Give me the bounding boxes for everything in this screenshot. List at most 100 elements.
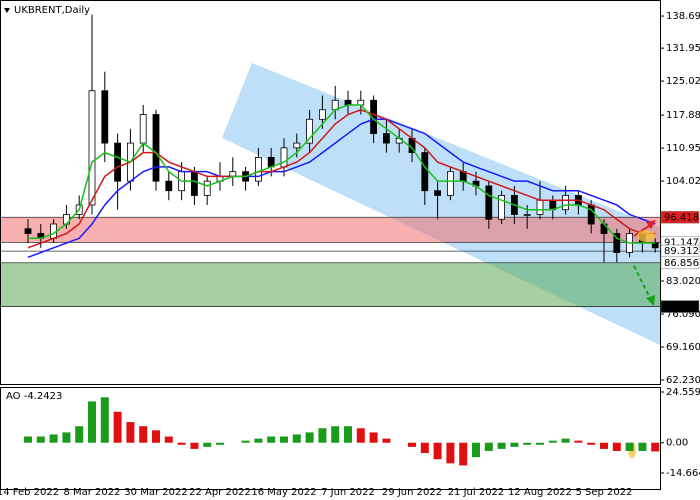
ao-bar <box>139 426 148 443</box>
ao-bar <box>88 401 96 443</box>
ao-bar <box>484 442 493 451</box>
ao-bar <box>100 397 109 443</box>
indicator-title: AO -4.2423 <box>6 391 62 402</box>
x-tick-label: 12 Aug 2022 <box>508 487 572 498</box>
candle-body <box>523 214 531 216</box>
candle-body <box>434 190 442 196</box>
level-label: 91.147 <box>664 237 699 248</box>
moving-average <box>27 108 656 249</box>
price-panel <box>0 0 661 385</box>
ao-bar <box>152 430 160 443</box>
y-tick-label: 0.00 <box>666 438 688 449</box>
ao-bar <box>612 442 621 451</box>
ao-bar <box>651 442 660 452</box>
x-tick-label: 16 May 2022 <box>251 487 316 498</box>
ao-bar <box>241 440 250 443</box>
ao-bar <box>177 442 186 445</box>
ao-bar <box>536 442 544 445</box>
ao-bar <box>420 442 429 454</box>
ao-bar <box>267 436 276 443</box>
y-tick-label: 76.090 <box>666 309 700 320</box>
ao-bar <box>331 426 340 443</box>
ao-bar <box>510 442 519 447</box>
ao-bar <box>75 426 84 443</box>
y-tick-label: 24.559 <box>666 387 700 398</box>
y-tick-label: 117.880 <box>666 110 700 121</box>
ao-bar <box>382 438 391 443</box>
y-tick-label: 62.230 <box>666 375 700 386</box>
level-label: 77.661 <box>664 302 699 313</box>
ao-bar <box>292 434 301 443</box>
candle-body <box>536 199 544 215</box>
candle-body <box>203 180 211 196</box>
level-label-box <box>660 211 700 224</box>
x-tick-label: 29 Jun 2022 <box>382 487 442 498</box>
y-tick-label: 138.690 <box>666 11 700 22</box>
candle-body <box>587 204 595 225</box>
ao-bar <box>446 442 455 464</box>
candle-body <box>114 142 121 182</box>
ao-bar <box>356 428 365 443</box>
candle-body <box>190 171 198 196</box>
down-arrow-head <box>646 295 655 306</box>
candle-body <box>24 228 32 234</box>
support-zone <box>1 262 660 307</box>
x-tick-label: 21 Jul 2022 <box>448 487 505 498</box>
candle-body <box>152 114 160 182</box>
candle-body <box>293 142 301 149</box>
ao-bar <box>574 440 583 443</box>
ao-bar <box>548 440 557 443</box>
ao-bar <box>113 411 122 443</box>
candle-body <box>613 233 621 253</box>
y-tick-label: 83.020 <box>666 276 700 287</box>
level-label: 86.856 <box>664 258 699 269</box>
ao-bar <box>318 428 327 443</box>
ao-bar <box>408 442 416 447</box>
y-tick-label: 104.020 <box>666 176 700 187</box>
chart-title: UKBRENT,Daily <box>14 5 90 16</box>
menu-triangle <box>4 8 10 13</box>
x-tick-label: 7 Jun 2022 <box>321 487 375 498</box>
y-tick-label: 131.950 <box>666 43 700 54</box>
ao-bar <box>472 442 480 458</box>
ao-bar <box>305 432 314 443</box>
x-tick-label: 22 Apr 2022 <box>189 487 251 498</box>
candle-body <box>318 109 326 120</box>
y-tick-label: -14.664 <box>666 468 700 479</box>
ao-bar <box>625 442 634 451</box>
candle-body <box>88 90 96 206</box>
ao-bar <box>344 426 352 443</box>
candle-body <box>498 195 506 220</box>
ao-bar <box>254 438 263 443</box>
ao-bar <box>49 434 58 443</box>
candle-body <box>562 195 569 211</box>
ao-bar <box>126 422 135 443</box>
y-tick-label: 110.950 <box>666 143 700 154</box>
ao-bar <box>600 442 608 449</box>
candle-body <box>139 114 147 144</box>
level-label-box <box>660 256 700 270</box>
ao-bar <box>523 442 532 445</box>
ao-bar <box>24 436 32 443</box>
candle-body <box>165 180 173 192</box>
x-tick-label: 5 Sep 2022 <box>575 487 632 498</box>
ao-bar <box>497 442 506 449</box>
candle-body <box>485 185 493 220</box>
ao-bar <box>587 442 596 445</box>
y-tick-label: 69.160 <box>666 342 700 353</box>
ao-bar <box>216 442 224 445</box>
down-arrow <box>633 265 652 301</box>
ao-bar <box>459 442 468 466</box>
ao-bar <box>62 432 71 443</box>
candle-body <box>421 152 429 192</box>
ao-panel <box>0 387 661 490</box>
candle-body <box>446 171 454 196</box>
ao-bar <box>369 432 378 443</box>
level-label: 89.312 <box>664 246 699 257</box>
up-arrow-head <box>646 220 656 229</box>
ao-bar <box>203 442 212 447</box>
candle-body <box>254 156 262 182</box>
x-tick-label: 8 Mar 2022 <box>63 487 120 498</box>
ao-bar <box>638 442 647 451</box>
